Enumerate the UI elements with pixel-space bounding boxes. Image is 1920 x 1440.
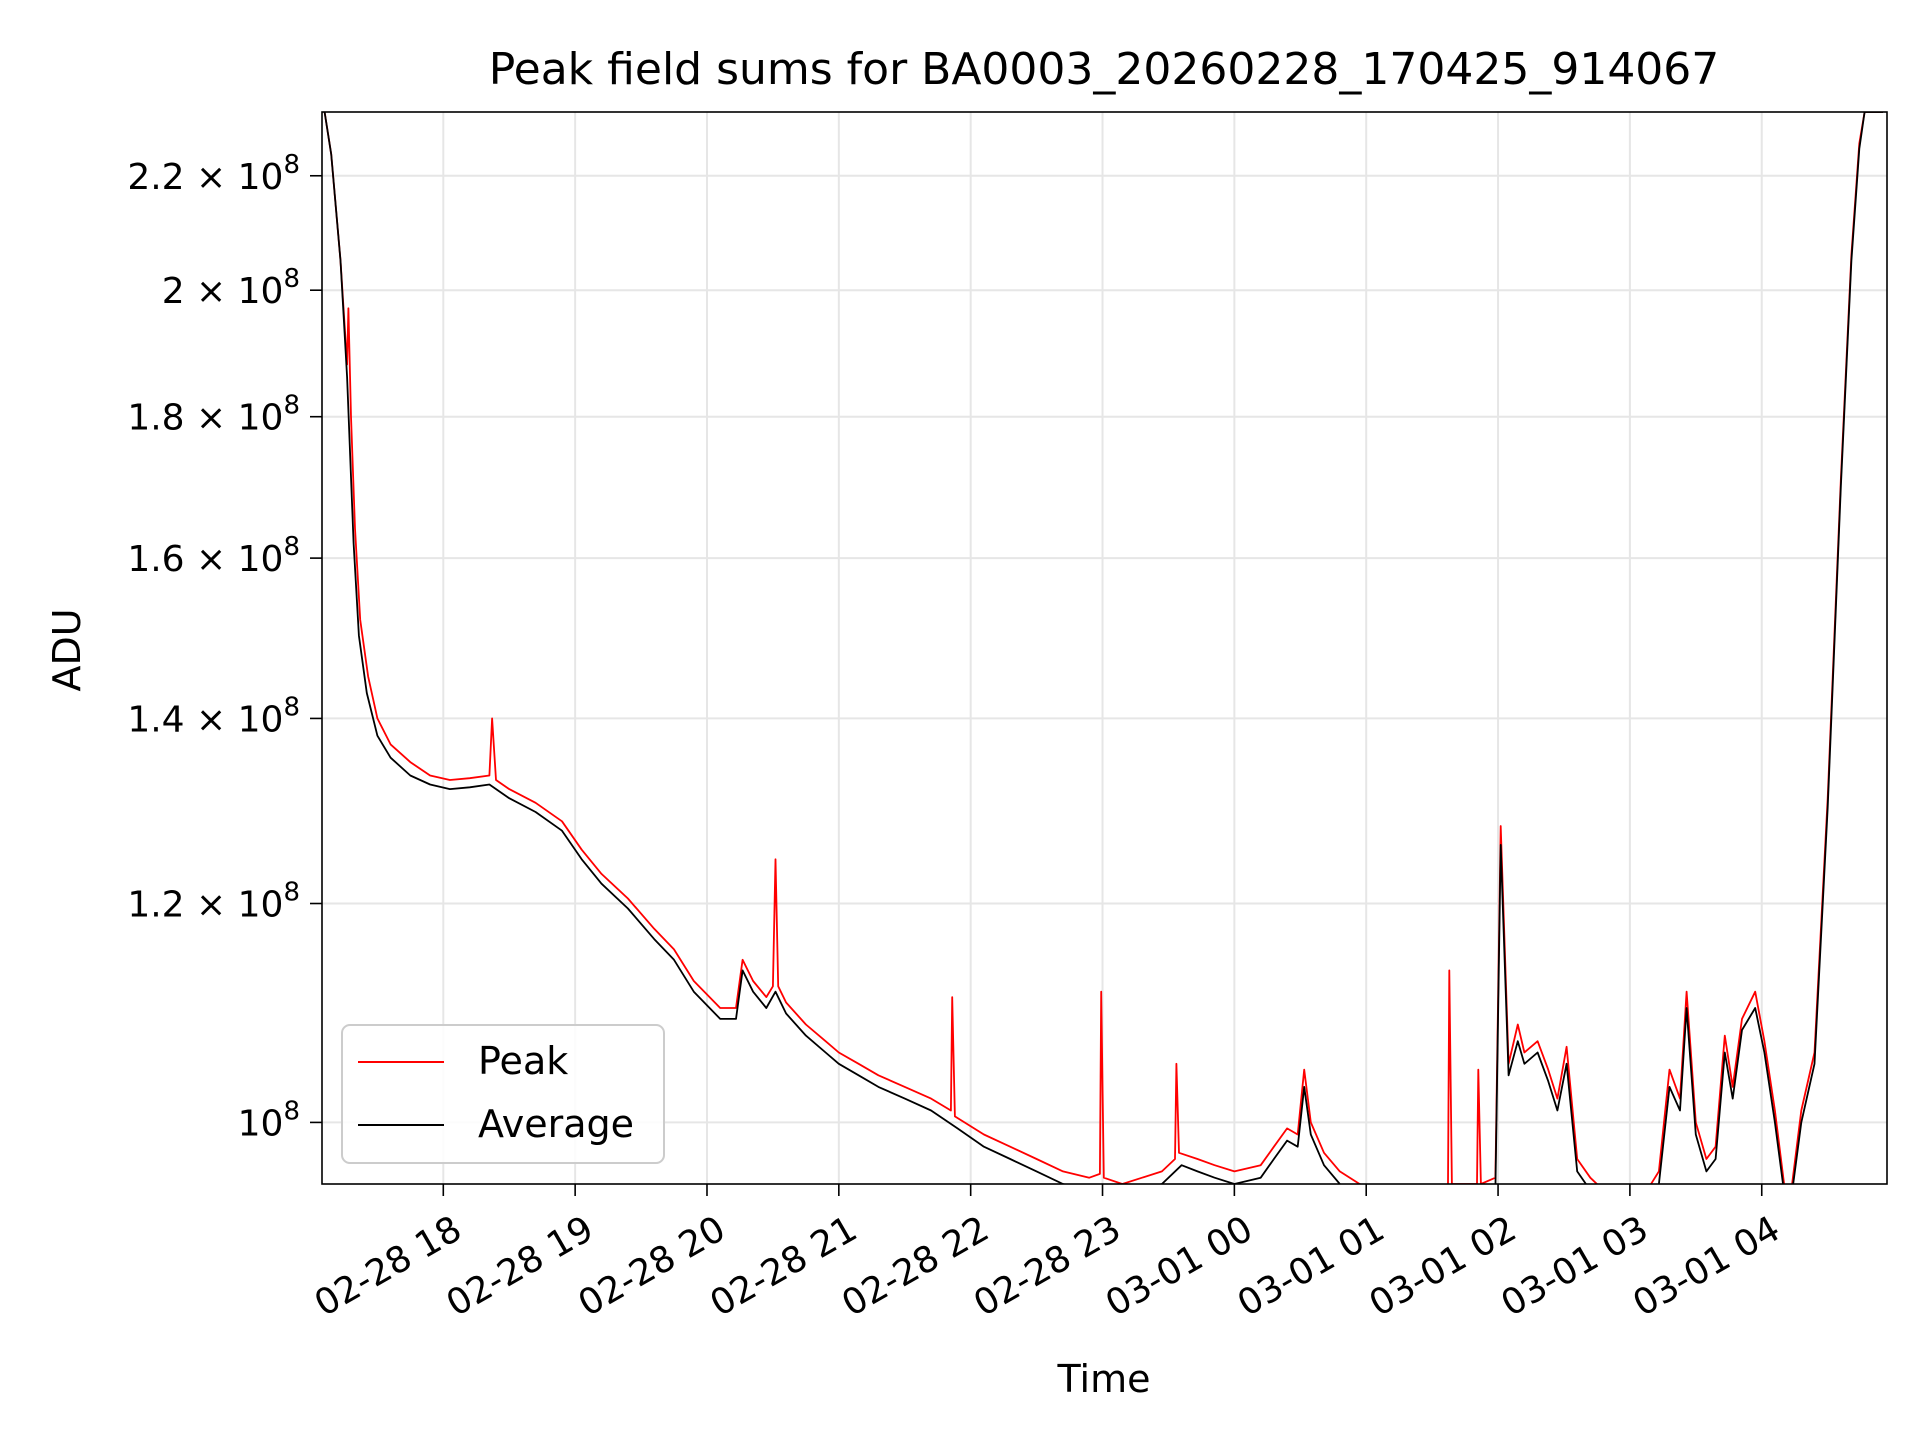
y-tick-label: 2.2 × 108 bbox=[127, 150, 300, 198]
y-tick-label: 2 × 108 bbox=[162, 264, 300, 312]
x-axis-label: Time bbox=[1057, 1357, 1151, 1401]
y-tick-label: 108 bbox=[238, 1096, 300, 1144]
legend-box bbox=[341, 1024, 665, 1164]
grid-layer bbox=[322, 112, 1887, 1184]
y-axis: 108 1.2 × 108 1.4 × 108 1.6 × 108 1.8 × 108 2… bbox=[127, 150, 322, 1144]
y-tick-label: 1.6 × 108 bbox=[127, 532, 300, 580]
average-series-line bbox=[323, 112, 1883, 1184]
legend-average-label: Average bbox=[478, 1102, 634, 1146]
plot-frame bbox=[321, 111, 1888, 1185]
legend-peak-label: Peak bbox=[478, 1039, 568, 1083]
series-layer bbox=[323, 112, 1884, 1184]
chart-title: Peak field sums for BA0003_20260228_1704… bbox=[489, 44, 1720, 95]
y-tick-label: 1.2 × 108 bbox=[127, 878, 300, 926]
y-tick-label: 1.4 × 108 bbox=[127, 692, 300, 740]
y-axis-label: ADU bbox=[45, 608, 89, 691]
y-tick-label: 1.8 × 108 bbox=[127, 391, 300, 439]
legend: Peak Average bbox=[341, 1024, 665, 1164]
